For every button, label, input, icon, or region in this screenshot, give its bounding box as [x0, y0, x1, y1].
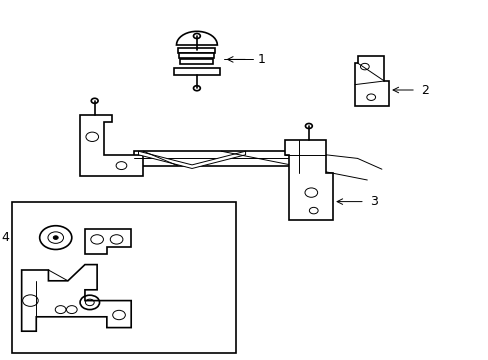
- Polygon shape: [21, 265, 131, 331]
- FancyBboxPatch shape: [12, 202, 235, 353]
- Polygon shape: [284, 140, 332, 220]
- Polygon shape: [138, 151, 245, 168]
- Polygon shape: [80, 115, 143, 176]
- Polygon shape: [354, 56, 388, 106]
- Text: 3: 3: [369, 195, 377, 208]
- Text: 2: 2: [420, 84, 428, 96]
- Polygon shape: [178, 48, 215, 53]
- Polygon shape: [85, 229, 131, 254]
- Text: 1: 1: [257, 53, 265, 66]
- Polygon shape: [133, 151, 299, 166]
- Polygon shape: [173, 68, 220, 75]
- Polygon shape: [176, 31, 217, 45]
- Polygon shape: [180, 59, 213, 64]
- Circle shape: [53, 236, 58, 239]
- Text: 4: 4: [1, 231, 9, 244]
- Polygon shape: [179, 53, 214, 58]
